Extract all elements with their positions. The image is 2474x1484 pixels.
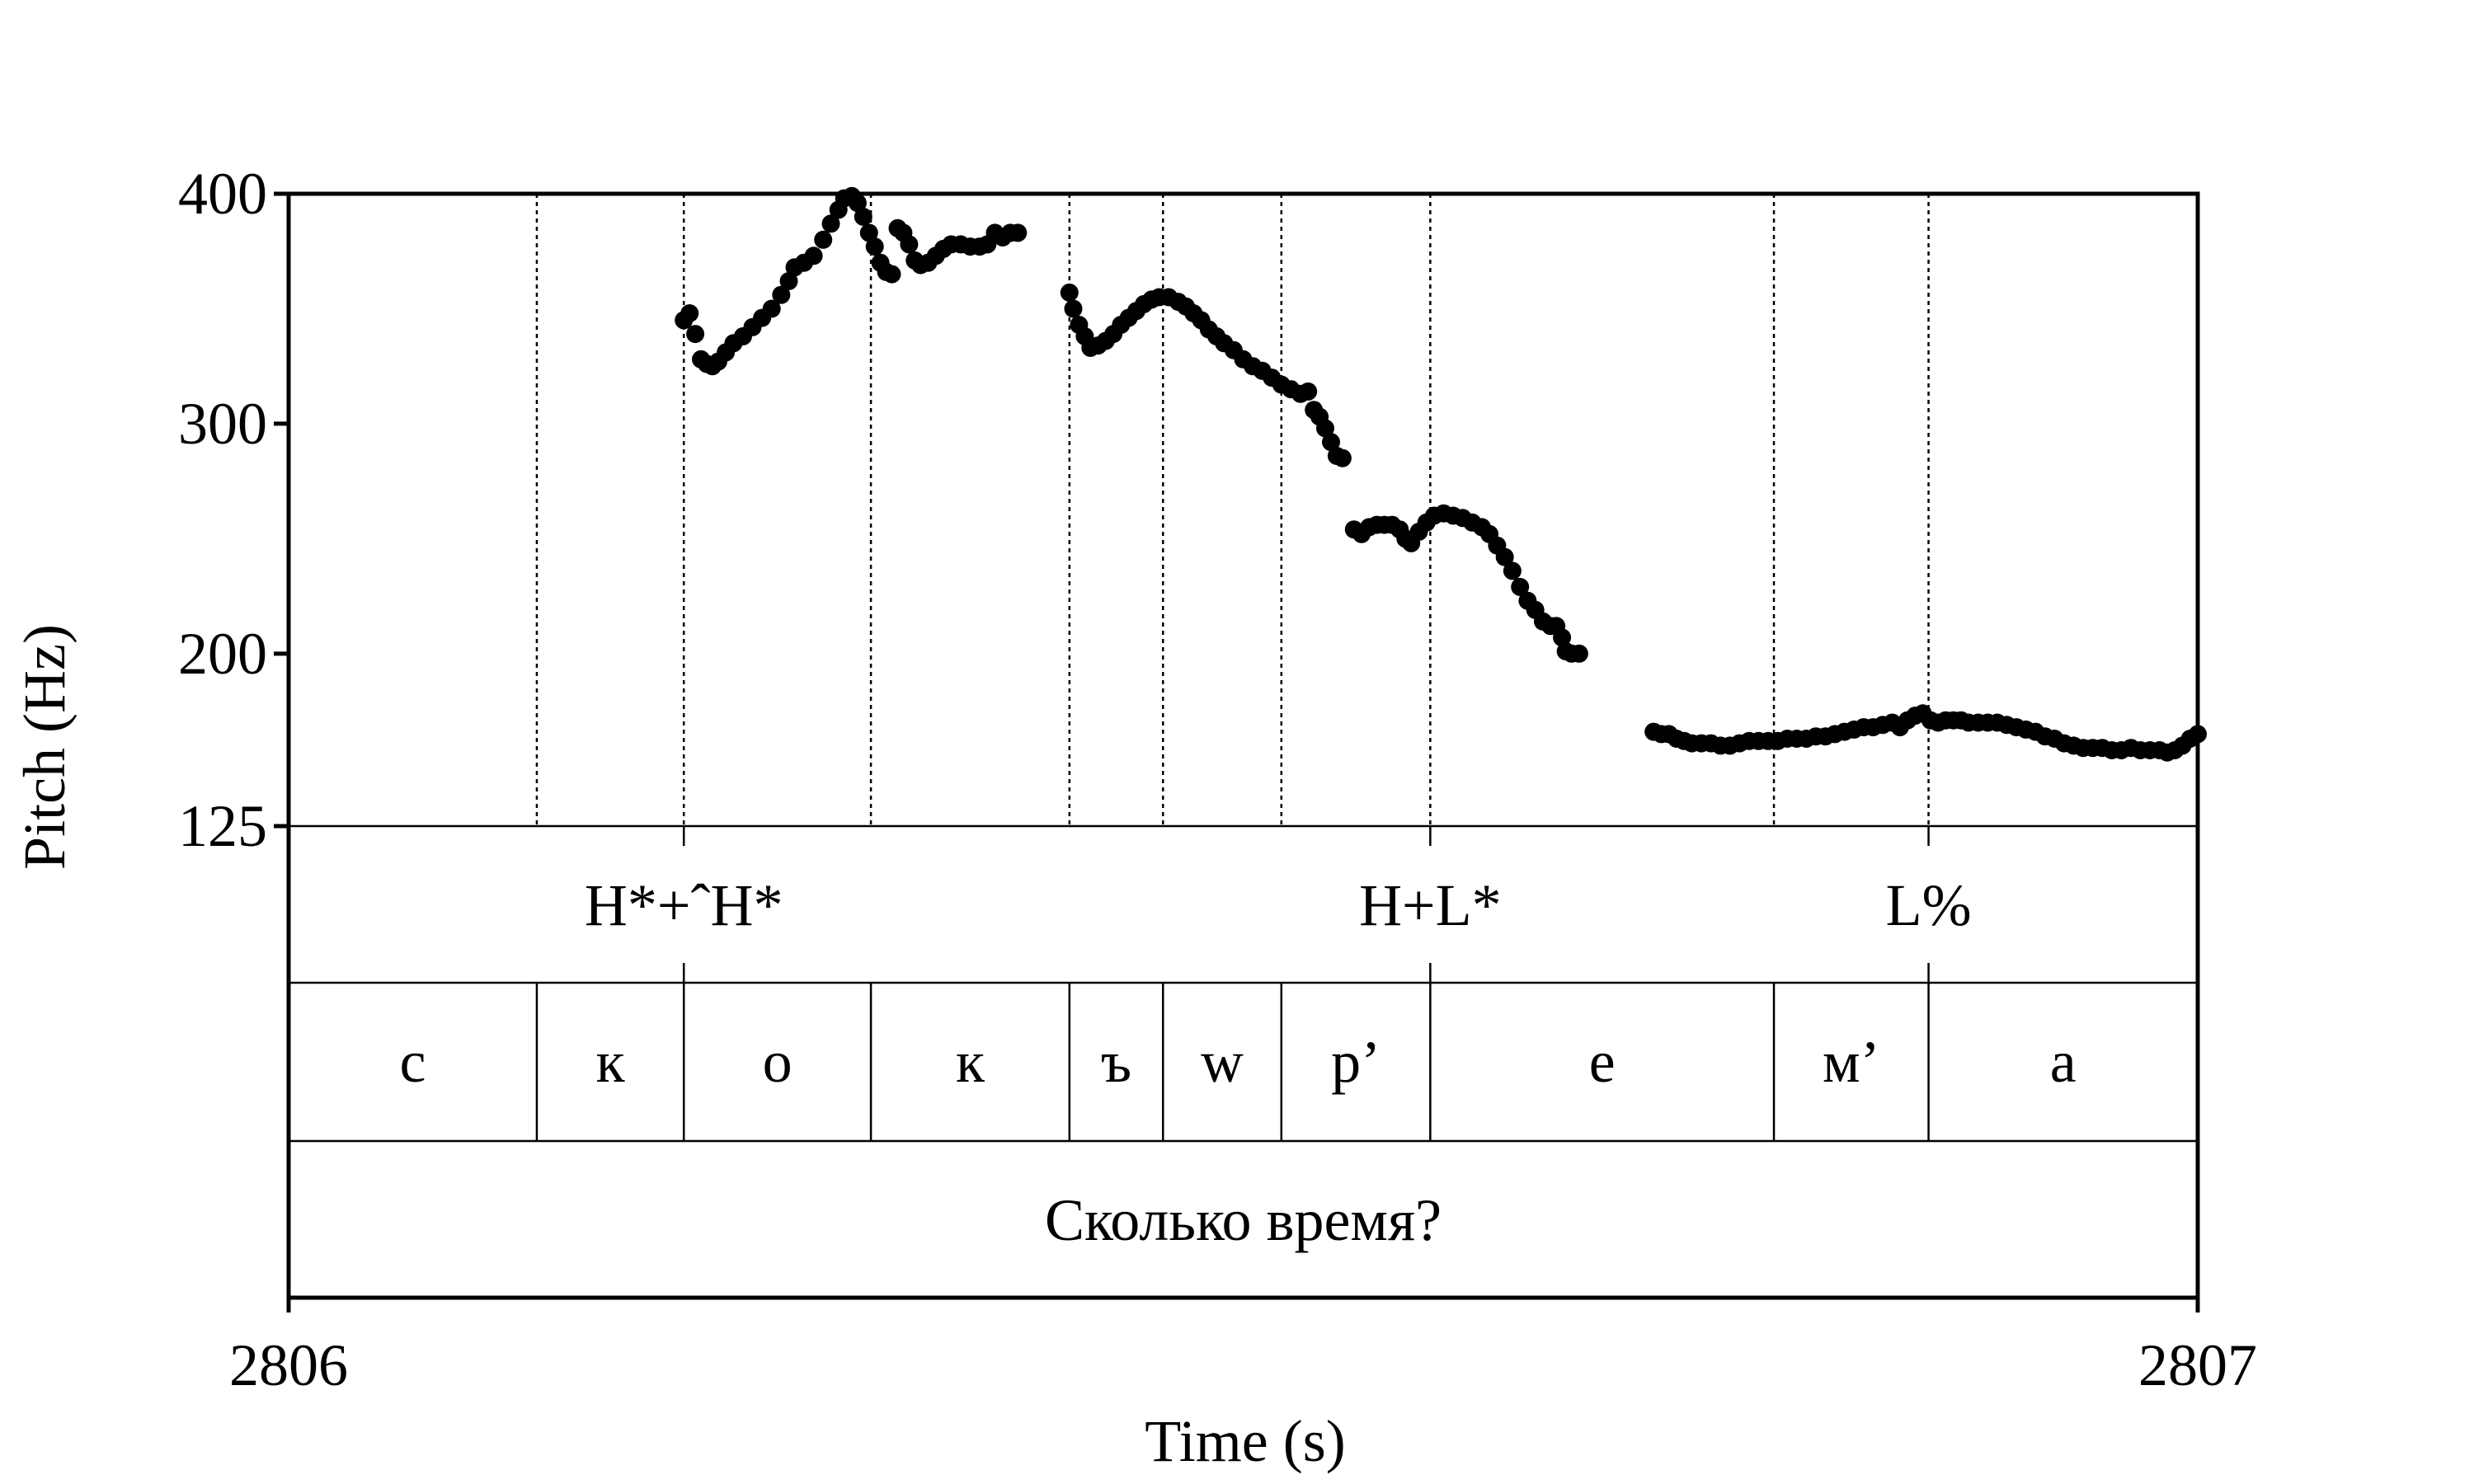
y-tick-label: 400 (178, 161, 267, 227)
text-labels: H*+ˆH* H+L* L% с к о к ъ w р’ е м’ а Сколько время? 40… (178, 161, 2257, 1398)
pitch-point (762, 299, 781, 318)
y-tick-label: 300 (178, 391, 267, 457)
pitch-point (1060, 283, 1079, 302)
segment-label: а (2050, 1029, 2077, 1095)
utterance-label: Сколько время? (1045, 1187, 1442, 1253)
pitch-point (848, 194, 867, 213)
pitch-point (1503, 561, 1522, 580)
pitch-point (1316, 419, 1334, 438)
pitch-point (900, 235, 919, 254)
pitch-point (680, 304, 699, 322)
pitch-point (865, 237, 884, 256)
y-tick-label: 200 (178, 621, 267, 687)
pitch-point (882, 265, 901, 284)
segment-label: с (399, 1029, 426, 1095)
pitch-point (1299, 382, 1318, 401)
plot-frame (286, 191, 2200, 1300)
pitch-point (1009, 223, 1028, 242)
pitch-point (814, 230, 833, 249)
x-tick-label: 2807 (2138, 1332, 2257, 1398)
segment-label: ъ (1101, 1029, 1131, 1095)
pitch-point (1553, 628, 1572, 647)
pitch-point (779, 272, 798, 290)
segment-label: о (763, 1029, 793, 1095)
pitch-point (686, 325, 705, 344)
pitch-point (804, 247, 823, 265)
pitch-point (772, 285, 791, 304)
x-tick-label: 2806 (229, 1332, 348, 1398)
pitch-point (1064, 299, 1083, 318)
x-axis-title: Time (s) (1145, 1408, 1345, 1474)
y-axis-title: Pitch (Hz) (12, 624, 78, 870)
pitch-points (675, 186, 2207, 762)
pitch-point (1495, 547, 1514, 566)
pitch-point (1569, 644, 1588, 663)
annotation-tiers (289, 824, 2198, 1143)
pitch-point (1322, 433, 1340, 452)
segment-label: м’ (1823, 1029, 1880, 1095)
pitch-point (1333, 448, 1352, 467)
segment-label: е (1589, 1029, 1616, 1095)
outer-frame (286, 191, 2200, 1300)
pitch-point (821, 214, 840, 233)
tone-label: L% (1886, 872, 1972, 938)
pitch-point (859, 223, 878, 242)
axis-ticks (274, 191, 2200, 1313)
tone-label: H*+ˆH* (585, 872, 783, 938)
segment-label: р’ (1331, 1029, 1380, 1095)
segment-label: w (1201, 1029, 1244, 1095)
segment-label: к (596, 1029, 626, 1095)
y-tick-label: 125 (178, 793, 267, 859)
pitch-point (854, 207, 872, 226)
tone-label: H+L* (1359, 872, 1502, 938)
segment-label: к (956, 1029, 985, 1095)
boundary-guides (535, 194, 1930, 826)
pitch-point (1511, 577, 1530, 596)
